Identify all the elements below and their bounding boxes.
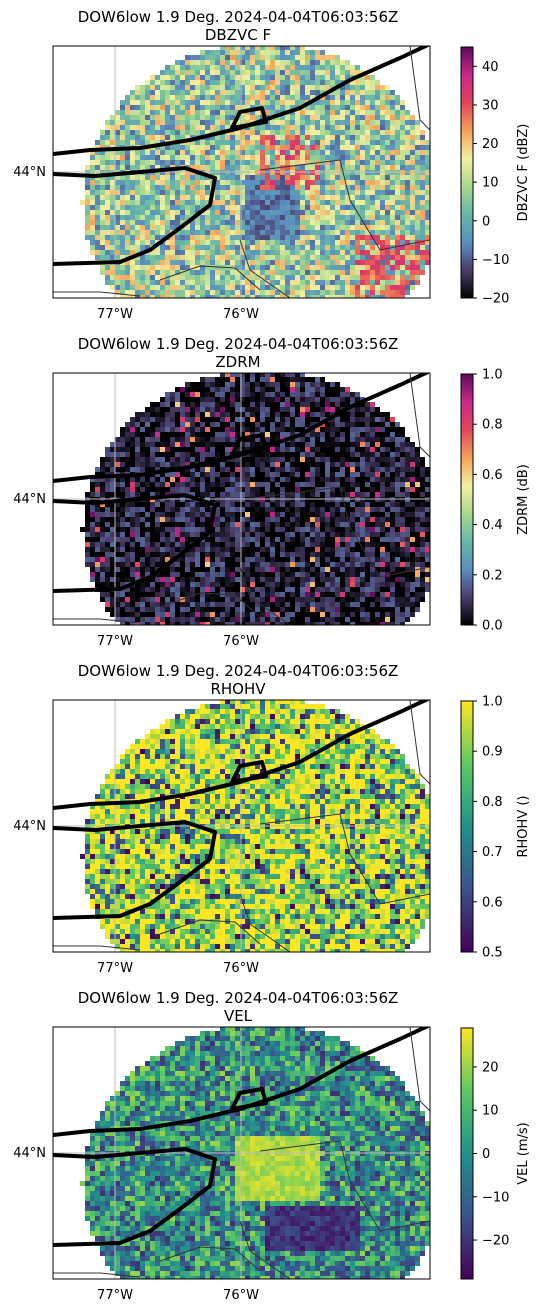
colorbar-tick-label: 30	[482, 98, 499, 113]
state-border	[239, 1220, 291, 1279]
coastline	[53, 493, 217, 593]
coastline	[230, 1087, 268, 1111]
radar-field	[53, 373, 430, 625]
chart-title: DOW6low 1.9 Deg. 2024-04-04T06:03:56Z	[78, 662, 399, 680]
state-border	[409, 1027, 430, 1112]
chart-title: DOW6low 1.9 Deg. 2024-04-04T06:03:56Z	[78, 335, 399, 353]
state-border	[53, 618, 141, 624]
colorbar-tick-label: 40	[482, 60, 499, 75]
x-tick-label: 77°W	[97, 961, 133, 976]
state-border	[409, 700, 430, 785]
axes-frame	[52, 699, 431, 953]
state-border	[53, 1272, 141, 1278]
radar-field	[53, 46, 430, 298]
state-border	[53, 291, 141, 297]
x-tick-label: 77°W	[97, 634, 133, 649]
chart-subtitle: DBZVC F	[205, 26, 271, 44]
colorbar-tick-label: 0	[482, 214, 490, 229]
colorbar-label: RHOHV ()	[516, 796, 531, 858]
coastline	[230, 106, 268, 130]
panel-dbzvc-f: DOW6low 1.9 Deg. 2024-04-04T06:03:56ZDBZ…	[13, 8, 531, 322]
state-border	[159, 1246, 261, 1272]
colorbar-label: ZDRM (dB)	[516, 464, 531, 535]
state-border	[159, 592, 261, 618]
colorbar-tick-label: 1.0	[482, 368, 503, 383]
x-tick-label: 77°W	[97, 307, 133, 322]
state-border	[159, 265, 261, 291]
chart-subtitle: RHOHV	[210, 680, 266, 698]
coastline	[230, 433, 268, 457]
panel-rhohv: DOW6low 1.9 Deg. 2024-04-04T06:03:56ZRHO…	[13, 662, 531, 976]
colorbar-tick-label: 0.6	[482, 468, 503, 483]
colorbar-tick-label: −10	[482, 1190, 509, 1205]
coastline	[53, 820, 217, 920]
colorbar-tick-label: 0.8	[482, 418, 503, 433]
state-border	[239, 893, 291, 952]
colorbar-tick-label: −20	[482, 1234, 509, 1249]
colorbar-label: VEL (m/s)	[516, 1122, 531, 1184]
panel-zdrm: DOW6low 1.9 Deg. 2024-04-04T06:03:56ZZDR…	[13, 335, 531, 649]
colorbar	[460, 373, 474, 626]
y-tick-label: 44°N	[13, 492, 46, 507]
state-border	[239, 239, 291, 298]
colorbar-tick-label: 0.0	[482, 619, 503, 634]
state-border	[53, 945, 141, 951]
colorbar-tick-label: 0.9	[482, 745, 503, 760]
colorbar-tick-label: 0	[482, 1147, 490, 1162]
x-tick-label: 76°W	[223, 1288, 259, 1303]
panel-vel: DOW6low 1.9 Deg. 2024-04-04T06:03:56ZVEL…	[13, 989, 531, 1303]
chart-subtitle: ZDRM	[215, 353, 260, 371]
colorbar-tick-label: 20	[482, 137, 499, 152]
x-tick-label: 76°W	[223, 961, 259, 976]
y-tick-label: 44°N	[13, 1146, 46, 1161]
y-tick-label: 44°N	[13, 165, 46, 180]
colorbar	[460, 1027, 474, 1280]
axes-frame	[52, 45, 431, 299]
axes-frame	[52, 372, 431, 626]
state-border	[159, 919, 261, 945]
chart-title: DOW6low 1.9 Deg. 2024-04-04T06:03:56Z	[78, 8, 399, 26]
colorbar-tick-label: 0.2	[482, 568, 503, 583]
colorbar-tick-label: 20	[482, 1060, 499, 1075]
x-tick-label: 76°W	[223, 634, 259, 649]
colorbar-tick-label: 10	[482, 176, 499, 191]
colorbar	[460, 46, 474, 299]
colorbar-label: DBZVC F (dBZ)	[516, 124, 531, 222]
coastline	[53, 166, 217, 266]
colorbar-tick-label: 1.0	[482, 695, 503, 710]
colorbar-tick-label: −10	[482, 253, 509, 268]
colorbar-tick-label: 0.5	[482, 946, 503, 961]
colorbar-tick-label: 10	[482, 1104, 499, 1119]
y-tick-label: 44°N	[13, 819, 46, 834]
colorbar-tick-label: 0.8	[482, 795, 503, 810]
colorbar-tick-label: 0.4	[482, 518, 503, 533]
x-tick-label: 77°W	[97, 1288, 133, 1303]
coastline	[230, 760, 268, 784]
colorbar-tick-label: 0.6	[482, 895, 503, 910]
state-border	[239, 566, 291, 625]
chart-title: DOW6low 1.9 Deg. 2024-04-04T06:03:56Z	[78, 989, 399, 1007]
colorbar	[460, 700, 474, 953]
axes-frame	[52, 1026, 431, 1280]
radar-field	[53, 1027, 430, 1279]
state-border	[259, 159, 430, 251]
state-border	[259, 1140, 430, 1232]
state-border	[409, 46, 430, 131]
coastline	[53, 1147, 217, 1247]
colorbar-tick-label: −20	[482, 292, 509, 307]
state-border	[409, 373, 430, 458]
radar-field	[53, 700, 430, 952]
x-tick-label: 76°W	[223, 307, 259, 322]
state-border	[259, 813, 430, 905]
chart-subtitle: VEL	[224, 1007, 253, 1025]
state-border	[259, 486, 430, 578]
colorbar-tick-label: 0.7	[482, 845, 503, 860]
